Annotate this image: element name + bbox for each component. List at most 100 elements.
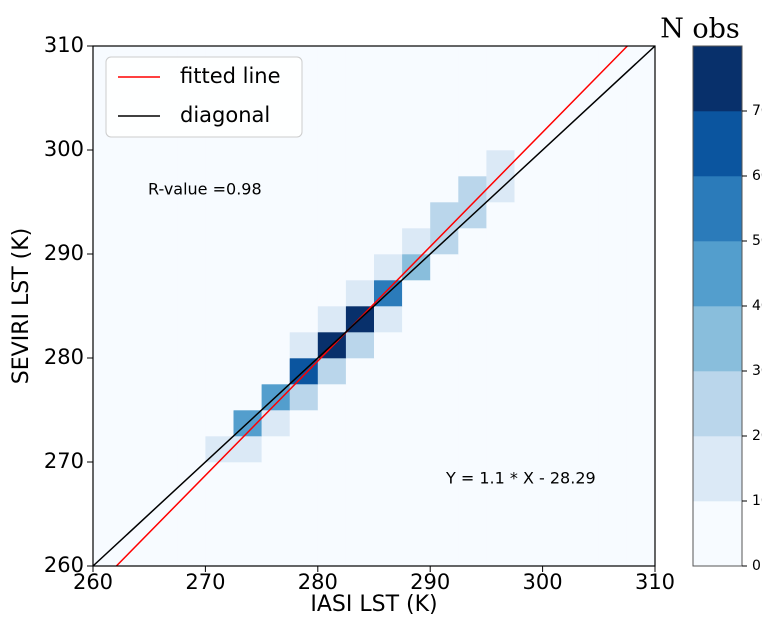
colorbar-segment [693,306,742,372]
heat-cell [626,124,656,151]
heat-cell [121,488,150,515]
heat-cell [345,514,375,541]
heat-cell [598,150,628,177]
heat-cell [514,540,543,567]
heat-cell [177,306,206,333]
heat-cell [289,540,319,567]
heat-cell [93,228,122,255]
heat-cell [177,280,206,307]
heat-cell [570,436,600,463]
heat-cell [626,202,656,229]
heat-cell [205,410,234,437]
heat-cell [570,332,600,359]
heat-cell [261,436,290,463]
heat-cell [93,202,122,229]
heat-cell [289,514,319,541]
heat-cell [149,436,178,463]
heat-cell [317,254,347,281]
heat-cell [402,540,431,567]
heat-cell [570,124,600,151]
heat-cell [374,410,403,437]
heat-cell [317,410,347,437]
heat-cell [205,384,234,411]
heat-cell [430,124,459,151]
heat-cell [430,202,459,229]
heat-cell [374,384,403,411]
x-tick-label: 310 [635,570,675,594]
heat-cell [458,410,487,437]
heat-cell [374,46,403,73]
heat-cell [598,124,628,151]
heat-cell [345,124,375,151]
heat-cell [374,436,403,463]
heat-cell [570,150,600,177]
heat-cell [542,228,571,255]
heat-cell [430,332,459,359]
heat-cell [626,176,656,203]
colorbar-segment [693,111,742,177]
heat-cell [345,332,375,359]
x-tick-label: 290 [410,570,450,594]
heat-cell [514,254,543,281]
annotation: Y = 1.1 * X - 28.29 [445,469,596,488]
heat-cell [542,540,571,567]
heat-cell [233,462,262,489]
heat-cell [205,358,234,385]
heat-cell [514,358,543,385]
colorbar-tick-label: 4000 [752,298,762,314]
heat-cell [458,514,487,541]
x-tick-label: 300 [523,570,563,594]
heat-cell [626,98,656,125]
x-tick-label: 260 [73,570,113,594]
heat-cell [402,514,431,541]
heat-cell [486,124,515,151]
y-tick-label: 290 [44,241,84,265]
heat-cell [93,306,122,333]
heat-cell [93,410,122,437]
colorbar-tick-label: 2000 [752,428,762,444]
heat-cell [626,488,656,515]
heat-cell [542,150,571,177]
heat-cell [402,202,431,229]
heat-cell [626,254,656,281]
x-axis-label: IASI LST (K) [310,592,437,617]
heat-cell [542,384,571,411]
heat-cell [514,228,543,255]
heat-cell [177,332,206,359]
heat-cell [486,358,515,385]
plot-frame [92,45,656,567]
heat-cell [233,384,262,411]
heat-cell [374,254,403,281]
heat-cell [121,384,150,411]
heat-cell [626,280,656,307]
heat-cell [149,150,178,177]
heat-cell [486,384,515,411]
heat-cell [458,280,487,307]
heat-cell [121,254,150,281]
heat-cell [149,384,178,411]
heat-cell [289,280,319,307]
heat-cell [402,228,431,255]
heat-cell [542,436,571,463]
x-tick-label: 270 [185,570,225,594]
y-tick-label: 310 [44,33,84,57]
heat-cell [626,384,656,411]
heat-cell [402,488,431,515]
colorbar-segment [693,241,742,307]
heat-cell [177,358,206,385]
heat-cell [289,384,319,411]
heat-cell [261,306,290,333]
heat-cell [486,150,515,177]
heat-cell [486,462,515,489]
heat-cell [542,98,571,125]
heat-cell [430,540,459,567]
heat-cell [289,176,319,203]
heat-cell [289,462,319,489]
line [92,45,656,567]
heat-cell [345,176,375,203]
heat-cell [317,124,347,151]
heat-cell [317,514,347,541]
heat-cell [149,358,178,385]
heat-cell [261,228,290,255]
